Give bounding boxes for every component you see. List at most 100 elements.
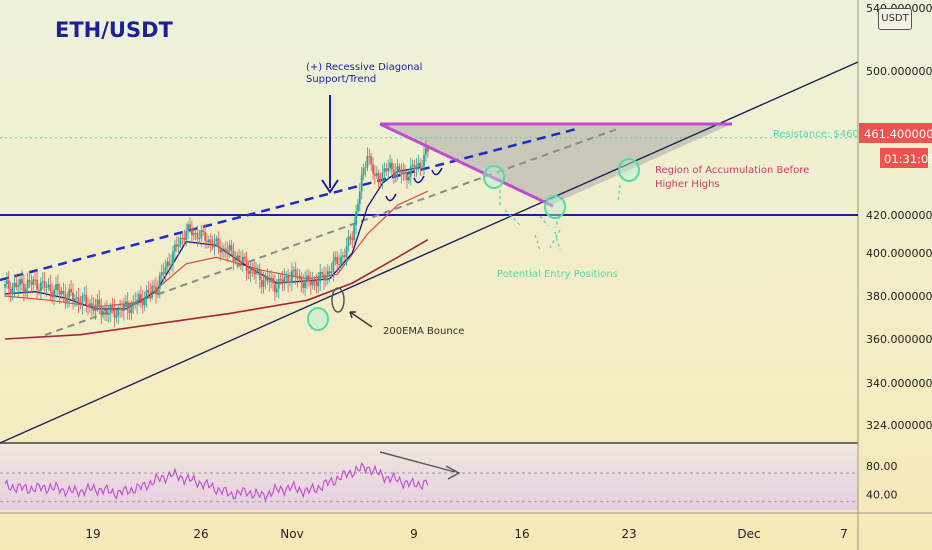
candle-body[interactable] [326,271,329,277]
candle-body[interactable] [325,276,327,281]
candle-body[interactable] [279,278,282,280]
candle-body[interactable] [268,281,271,283]
candle-body[interactable] [426,147,429,152]
candle-body[interactable] [85,294,88,305]
candle-body[interactable] [238,255,240,261]
candle-body[interactable] [243,256,246,260]
candle-body[interactable] [230,245,233,251]
candle-body[interactable] [170,264,172,266]
candle-body[interactable] [62,291,65,294]
candle-body[interactable] [313,280,316,282]
candle-body[interactable] [234,259,237,262]
candle-body[interactable] [175,244,178,247]
candle-body[interactable] [106,309,108,315]
candle-body[interactable] [306,275,308,281]
candle-body[interactable] [75,297,78,299]
candle-body[interactable] [302,282,305,288]
candle-body[interactable] [15,283,18,287]
candle-body[interactable] [336,256,339,264]
candle-body[interactable] [45,286,48,288]
candle-body[interactable] [260,279,263,287]
candle-body[interactable] [275,288,278,293]
candle-body[interactable] [49,284,52,292]
entry-circle[interactable] [483,165,505,189]
candle-body[interactable] [330,271,333,274]
candle-body[interactable] [187,224,189,231]
candle-body[interactable] [6,280,8,284]
candle-body[interactable] [111,305,114,309]
candle-body[interactable] [113,308,116,318]
candle-body[interactable] [298,276,301,279]
candle-body[interactable] [134,302,137,305]
candle-body[interactable] [309,281,312,286]
candle-body[interactable] [245,259,248,272]
candle-body[interactable] [123,303,125,311]
candle-body[interactable] [38,289,40,291]
candle-body[interactable] [226,250,229,254]
candle-body[interactable] [375,173,378,176]
candle-body[interactable] [96,299,99,305]
candle-body[interactable] [164,267,167,274]
candle-body[interactable] [204,231,206,241]
candle-body[interactable] [130,304,133,313]
entry-circle[interactable] [544,195,566,219]
candle-body[interactable] [147,290,150,293]
candle-body[interactable] [207,239,210,243]
candle-body[interactable] [51,291,54,298]
candle-body[interactable] [319,272,322,282]
candle-body[interactable] [224,248,227,254]
candle-body[interactable] [177,244,180,247]
candle-body[interactable] [64,294,67,302]
candle-body[interactable] [32,279,35,285]
candle-body[interactable] [404,171,407,175]
candle-body[interactable] [217,238,220,248]
candle-body[interactable] [400,170,403,175]
candle-body[interactable] [43,281,46,288]
candle-body[interactable] [362,168,365,176]
candle-body[interactable] [206,240,208,243]
candle-body[interactable] [119,308,121,311]
candle-body[interactable] [347,236,350,247]
candle-body[interactable] [185,230,188,240]
candle-body[interactable] [343,255,346,257]
candle-body[interactable] [355,211,357,226]
candle-body[interactable] [162,272,165,274]
candle-body[interactable] [211,243,214,248]
candle-body[interactable] [409,166,412,177]
candle-body[interactable] [58,290,61,295]
candle-body[interactable] [143,298,146,306]
candle-body[interactable] [292,269,295,271]
candle-body[interactable] [100,307,103,315]
rsi-line[interactable] [4,462,429,503]
candle-body[interactable] [317,281,320,287]
candle-body[interactable] [398,166,401,171]
candle-body[interactable] [104,309,106,312]
candle-body[interactable] [287,276,289,283]
candle-body[interactable] [240,260,242,263]
candle-body[interactable] [274,283,276,293]
candle-body[interactable] [304,280,306,288]
candle-body[interactable] [115,315,118,318]
candle-body[interactable] [417,162,420,167]
candle-body[interactable] [264,276,267,281]
candle-body[interactable] [90,303,93,307]
currency-badge[interactable]: USDT [878,8,912,30]
candle-body[interactable] [13,283,16,288]
candle-body[interactable] [179,237,182,245]
candle-body[interactable] [47,284,50,287]
candle-body[interactable] [60,291,63,295]
candle-body[interactable] [149,292,152,294]
candle-body[interactable] [270,277,272,283]
candle-body[interactable] [30,282,33,285]
candle-body[interactable] [321,272,323,275]
candle-body[interactable] [392,169,395,177]
candle-body[interactable] [372,164,374,174]
candle-body[interactable] [323,274,325,281]
candle-body[interactable] [353,225,356,240]
candle-body[interactable] [192,233,195,236]
candle-body[interactable] [241,256,244,263]
candle-body[interactable] [140,294,142,300]
candle-body[interactable] [385,168,388,172]
candle-body[interactable] [332,260,335,272]
candle-body[interactable] [296,277,299,279]
